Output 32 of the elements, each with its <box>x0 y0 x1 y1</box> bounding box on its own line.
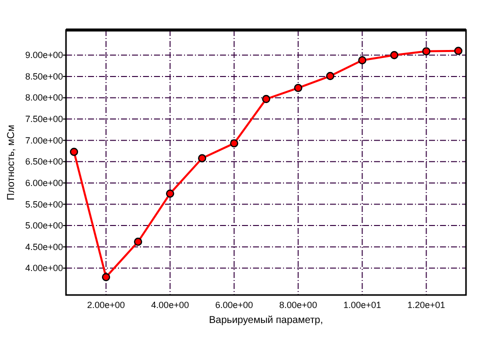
y-axis-title: Плотность, мСм <box>6 124 17 200</box>
point <box>262 94 270 104</box>
x-axis-title: Варьируемый параметр, <box>208 315 324 326</box>
y-tick-label: 7.50e+00 <box>25 114 63 124</box>
point <box>326 72 334 80</box>
y-tick-label: 7.00e+00 <box>25 135 63 146</box>
point <box>390 51 398 60</box>
point <box>102 273 110 282</box>
point <box>358 56 366 64</box>
x-tick-label: 4.00e+00 <box>151 300 189 310</box>
point <box>134 238 142 246</box>
y-tick-label: 9.00e+00 <box>25 50 63 60</box>
y-tick-label: 8.50e+00 <box>25 71 63 82</box>
x-tick-label: 1.00e+01 <box>343 300 382 310</box>
point <box>166 190 174 198</box>
point <box>454 46 462 55</box>
x-tick-label: 6.00e+00 <box>215 300 254 310</box>
point <box>422 47 430 56</box>
y-tick-label: 4.00e+00 <box>25 263 63 274</box>
x-tick-label: 8.00e+00 <box>279 300 318 310</box>
x-tick-label: 2.00e+00 <box>87 300 125 310</box>
y-tick-label: 6.50e+00 <box>25 156 63 167</box>
point <box>230 139 238 148</box>
y-tick-label: 6.00e+00 <box>25 178 63 188</box>
point <box>198 154 206 162</box>
point <box>294 84 302 92</box>
y-tick-label: 5.50e+00 <box>25 199 63 210</box>
x-tick-label: 1.20e+01 <box>407 300 446 310</box>
y-tick-label: 8.00e+00 <box>25 92 63 103</box>
point <box>70 148 78 156</box>
y-tick-label: 5.00e+00 <box>25 220 63 231</box>
y-tick-label: 4.50e+00 <box>25 242 63 252</box>
